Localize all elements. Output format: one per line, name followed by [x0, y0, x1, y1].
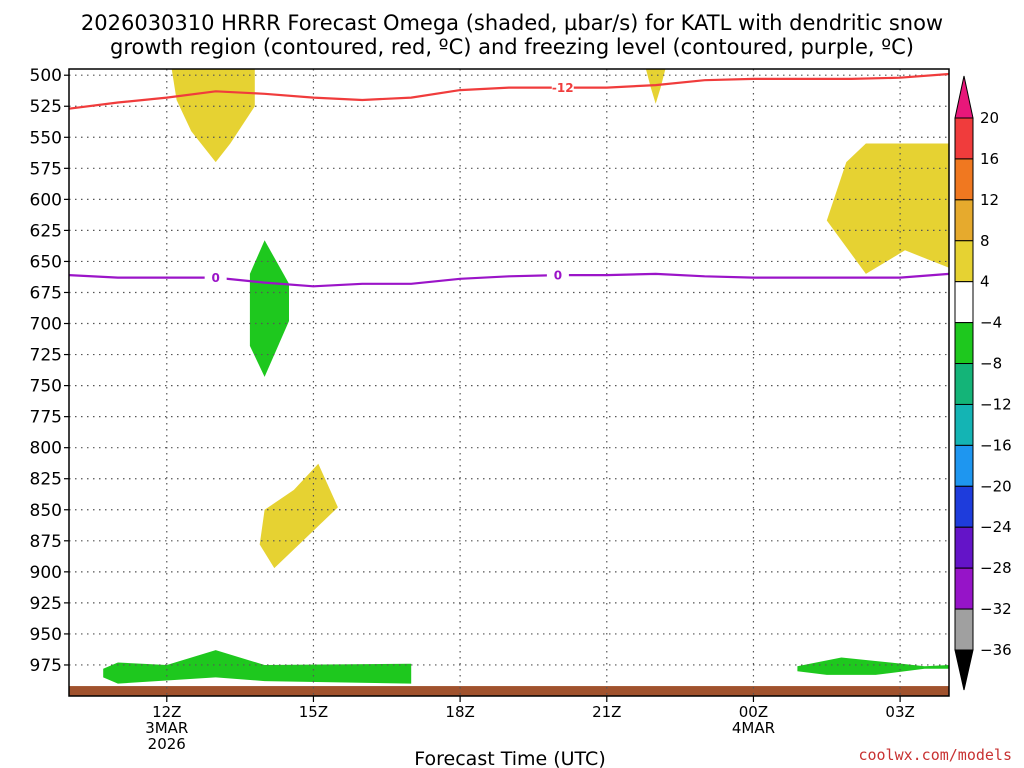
- x-tick-label: 2026: [148, 735, 186, 753]
- y-tick-label: 775: [30, 408, 62, 428]
- y-tick-label: 725: [30, 346, 62, 366]
- x-tick-label: 21Z: [592, 703, 621, 721]
- y-tick-label: 575: [30, 159, 62, 179]
- colorbar-label: −8: [980, 355, 1002, 373]
- colorbar-band: [954, 403, 974, 446]
- colorbar-label: −32: [980, 600, 1012, 618]
- series-line-0: [68, 72, 950, 110]
- omega-region-positive-2: [826, 143, 949, 274]
- colorbar-bottom-triangle: [954, 649, 974, 691]
- omega-region-positive-3: [259, 463, 338, 569]
- x-tick-label: 3MAR: [145, 719, 188, 737]
- colorbar-band: [954, 608, 974, 651]
- x-tick-label: 12Z: [152, 703, 181, 721]
- ground-strip: [69, 686, 949, 696]
- x-tick-label: 15Z: [299, 703, 328, 721]
- omega-region-positive-1: [645, 69, 666, 104]
- contour-label-0-0: -12: [552, 81, 574, 95]
- colorbar-label: 20: [980, 109, 999, 127]
- colorbar-band: [954, 240, 974, 283]
- colorbar-band: [954, 322, 974, 365]
- contour-label-1-0: 0: [211, 271, 219, 285]
- colorbar-label: −20: [980, 477, 1012, 495]
- contour-label-bg: [546, 268, 569, 283]
- contour-lines: -12 0 0: [68, 72, 950, 288]
- colorbar-label: −36: [980, 641, 1012, 659]
- y-tick-label: 650: [30, 252, 62, 272]
- colorbar-label: −16: [980, 436, 1012, 454]
- omega-region-negative-5: [103, 650, 412, 684]
- y-tick-label: 825: [30, 470, 62, 490]
- colorbar-label: −4: [980, 314, 1002, 332]
- colorbar-label: 12: [980, 191, 999, 209]
- y-tick-label: 675: [30, 283, 62, 303]
- omega-region-negative-4: [249, 240, 289, 377]
- colorbar-band: [954, 281, 974, 324]
- colorbar-label: −28: [980, 559, 1012, 577]
- y-tick-label: 500: [30, 66, 62, 86]
- x-tick-label: 03Z: [885, 703, 914, 721]
- colorbar-label: 8: [980, 232, 990, 250]
- contour-label-bg: [551, 80, 574, 95]
- colorbar-label: −24: [980, 518, 1012, 536]
- y-tick-label: 700: [30, 315, 62, 335]
- ground-strip-rect: [69, 686, 949, 696]
- y-tick-label: 975: [30, 656, 62, 676]
- y-tick-label: 600: [30, 190, 62, 210]
- colorbar-label: 16: [980, 150, 999, 168]
- colorbar-label: −12: [980, 395, 1012, 413]
- series-line-1: [68, 272, 950, 288]
- y-tick-label: 550: [30, 128, 62, 148]
- x-tick-label: 00Z: [739, 703, 768, 721]
- x-tick-label: 4MAR: [732, 719, 775, 737]
- colorbar: 20 16 12 8 4 −4 −8 −12 −16 −20 −24 −28 −32 −36: [954, 75, 1012, 691]
- omega-shading: [103, 69, 949, 684]
- y-tick-label: 875: [30, 532, 62, 552]
- colorbar-label: 4: [980, 273, 990, 291]
- contour-label-bg: [204, 270, 227, 285]
- y-tick-label: 625: [30, 221, 62, 241]
- chart-title-line-1: 2026030310 HRRR Forecast Omega (shaded, …: [81, 11, 943, 35]
- plot-frame: [68, 68, 950, 697]
- y-tick-label: 950: [30, 625, 62, 645]
- y-tick-label: 850: [30, 501, 62, 521]
- colorbar-band: [954, 485, 974, 528]
- y-tick-label: 925: [30, 594, 62, 614]
- y-tick-label: 900: [30, 563, 62, 583]
- colorbar-band: [954, 363, 974, 405]
- colorbar-band: [954, 567, 974, 610]
- grid-lines: [69, 69, 949, 696]
- colorbar-top-triangle: [954, 75, 974, 119]
- x-tick-label: 18Z: [445, 703, 474, 721]
- y-tick-label: 800: [30, 439, 62, 459]
- omega-region-negative-6: [797, 657, 949, 675]
- x-axis-label: Forecast Time (UTC): [414, 748, 605, 768]
- credit-text: coolwx.com/models: [858, 746, 1012, 764]
- y-tick-label: 525: [30, 97, 62, 117]
- chart-title-line-2: growth region (contoured, red, ºC) and f…: [110, 35, 914, 59]
- colorbar-band: [954, 117, 974, 160]
- colorbar-band: [954, 158, 974, 201]
- colorbar-band: [954, 526, 974, 569]
- colorbar-band: [954, 444, 974, 487]
- omega-region-positive-0: [171, 69, 255, 163]
- contour-label-1-1: 0: [554, 269, 562, 283]
- colorbar-band: [954, 199, 974, 242]
- y-axis-ticks: 500 525 550 575 600 625 650 675 700 725 750 775 800 8…: [30, 66, 69, 676]
- y-tick-label: 750: [30, 377, 62, 397]
